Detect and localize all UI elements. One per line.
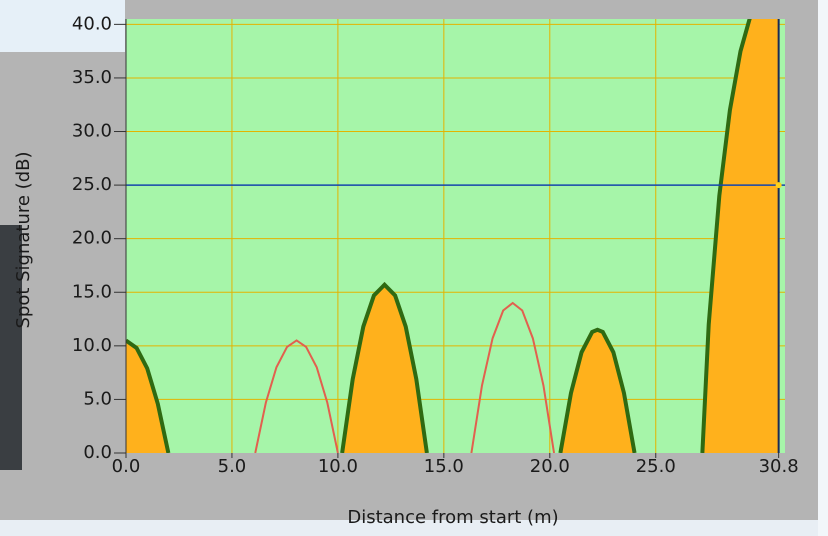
x-tick-label: 10.0 bbox=[318, 456, 358, 477]
y-tick-label: 10.0 bbox=[72, 335, 112, 356]
x-tick-label: 30.8 bbox=[759, 456, 799, 477]
cursor-point bbox=[776, 182, 782, 188]
x-tick-label: 5.0 bbox=[218, 456, 247, 477]
x-tick-label: 0.0 bbox=[112, 456, 141, 477]
y-tick-label: 5.0 bbox=[83, 388, 112, 409]
y-tick-label: 40.0 bbox=[72, 13, 112, 34]
y-tick-label: 15.0 bbox=[72, 281, 112, 302]
y-tick-label: 30.0 bbox=[72, 121, 112, 142]
screenshot: 0.0 5.0 10.0 15.0 20.0 25.0 30.0 35.0 40.0 0.0 5.0… bbox=[0, 0, 828, 536]
y-tick-label: 25.0 bbox=[72, 174, 112, 195]
y-tick-label: 35.0 bbox=[72, 67, 112, 88]
x-tick-label: 25.0 bbox=[636, 456, 676, 477]
x-axis-label: Distance from start (m) bbox=[347, 507, 558, 528]
y-tick-label: 20.0 bbox=[72, 228, 112, 249]
plot-area bbox=[126, 19, 785, 453]
x-tick-label: 15.0 bbox=[424, 456, 464, 477]
x-tick-label: 20.0 bbox=[530, 456, 570, 477]
y-tick-label: 0.0 bbox=[83, 442, 112, 463]
y-axis-label: Spot Signature (dB) bbox=[13, 151, 34, 328]
right-strip bbox=[818, 0, 828, 536]
